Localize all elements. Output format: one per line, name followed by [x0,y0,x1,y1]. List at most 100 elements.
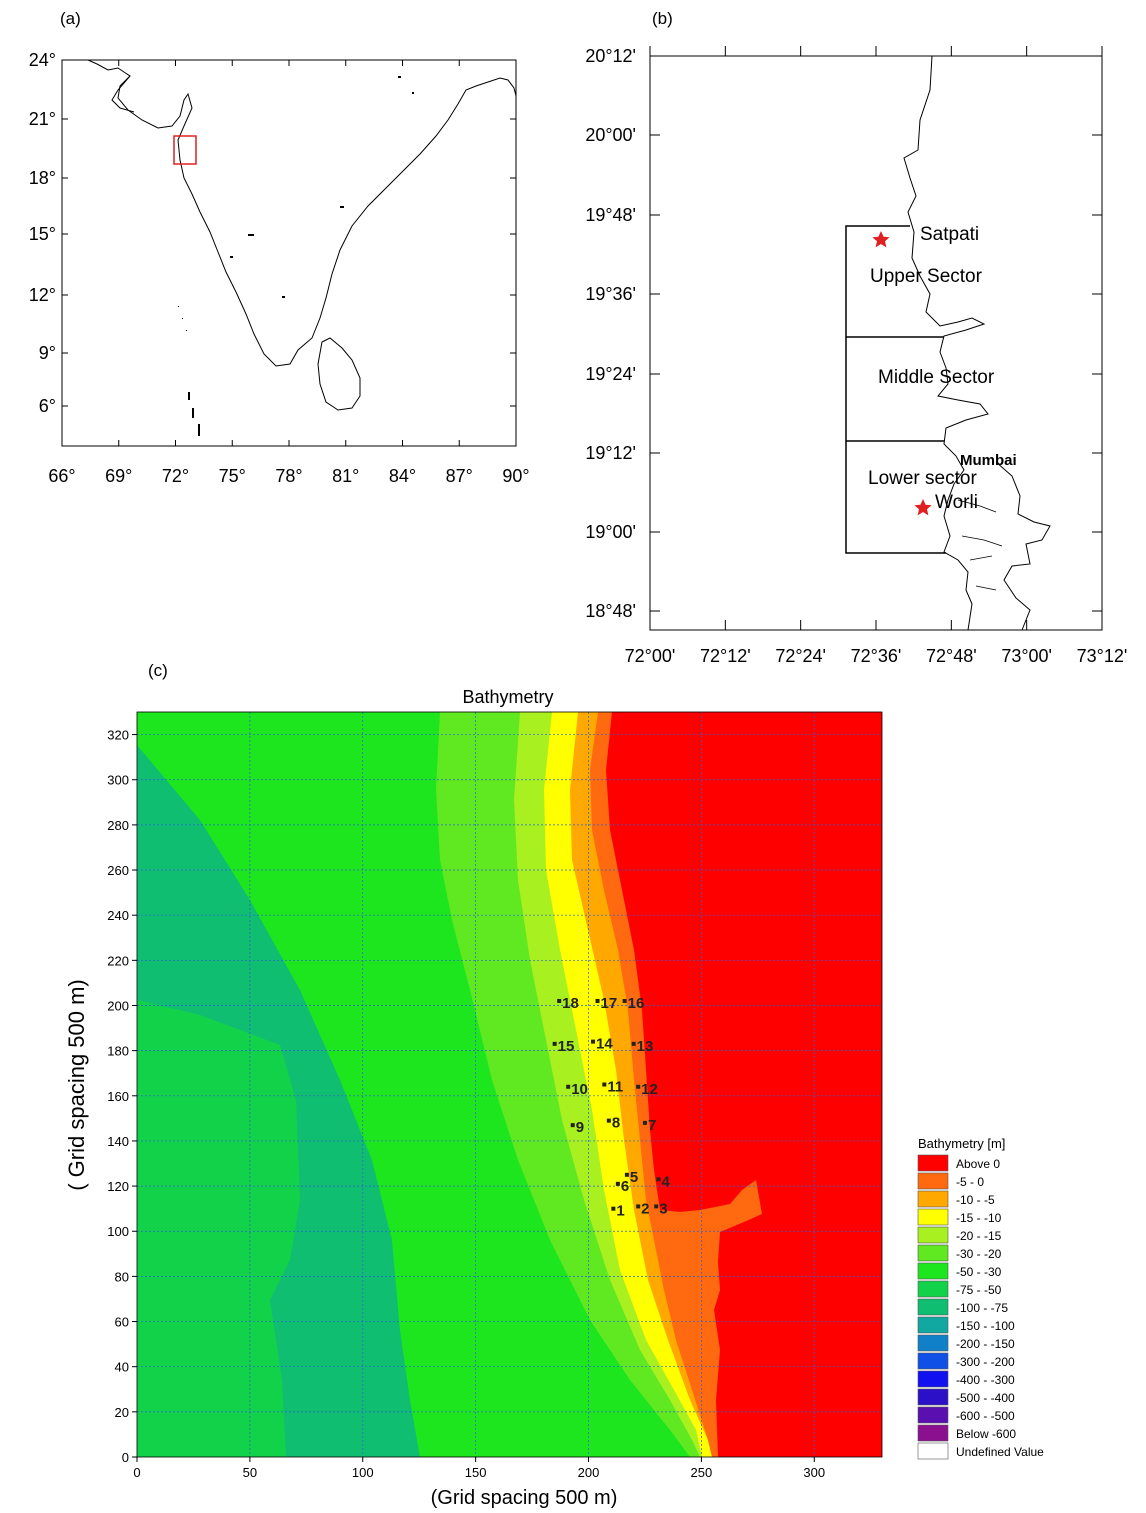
x-axis-label: (Grid spacing 500 m) [431,1487,618,1509]
a-lon-tick-label: 69° [105,466,132,486]
legend-swatch [917,1298,949,1316]
legend-swatch [917,1388,949,1406]
a-lat-tick-label: 6° [39,396,56,416]
station-marker [591,1039,596,1044]
legend-swatch [917,1370,949,1388]
b-lat-tick-label: 20°12' [585,46,636,66]
x-tick-label: 100 [352,1465,374,1480]
x-tick-label: 200 [578,1465,600,1480]
a-lon-tick-label: 87° [446,466,473,486]
b-lon-tick-label: 72°24' [775,646,826,666]
y-tick-label: 260 [107,863,129,878]
panel-b-ticks [649,46,1103,630]
legend-swatch [917,1280,949,1298]
y-tick-label: 220 [107,953,129,968]
konkan-coastline [903,55,989,631]
y-tick-label: 0 [122,1450,129,1465]
legend-entry-label: -100 - -75 [956,1301,1008,1315]
station-label: 9 [576,1119,584,1136]
panel-a: (a) 24° 21° 18° 15° 12° 9° 6° 66° 69° 72° 75° 78° 8… [29,9,530,486]
legend-entry-label: -30 - -20 [956,1247,1002,1261]
legend-entry-label: -50 - -30 [956,1265,1002,1279]
satpati-star-icon [872,231,890,248]
station-label: 15 [558,1038,575,1055]
legend-entry-label: -75 - -50 [956,1283,1002,1297]
mumbai-harbour [995,461,1051,631]
legend-swatch [917,1316,949,1334]
y-tick-label: 20 [115,1405,129,1420]
panel-c-label: (c) [148,661,168,680]
station-marker [611,1206,616,1211]
legend-entry-label: -5 - 0 [956,1175,984,1189]
station-label: 10 [571,1081,588,1098]
y-tick-label: 320 [107,728,129,743]
a-lat-tick-label: 15° [29,224,56,244]
legend-entries: Above 0 -5 - 0 -10 - -5 -15 - -10 -20 - -15 -… [917,1154,1044,1460]
a-lat-tick-label: 18° [29,168,56,188]
station-label: 17 [601,995,618,1012]
legend-swatch [917,1190,949,1208]
station-marker [566,1084,571,1089]
legend-entry-label: -300 - -200 [956,1355,1015,1369]
b-lat-tick-label: 19°12' [585,443,636,463]
legend-swatch [917,1406,949,1424]
legend-swatch [917,1226,949,1244]
legend-swatch [917,1244,949,1262]
plot-frame [136,711,883,1458]
panel-a-lat-labels: 24° 21° 18° 15° 12° 9° 6° [29,50,56,416]
station-label: 5 [630,1169,638,1186]
legend-title: Bathymetry [m] [918,1136,1005,1151]
legend-entry-label: -400 - -300 [956,1373,1015,1387]
b-lat-tick-label: 19°48' [585,205,636,225]
station-marker [636,1084,641,1089]
b-lat-tick-label: 20°00' [585,125,636,145]
y-tick-label: 160 [107,1089,129,1104]
a-lon-tick-label: 72° [162,466,189,486]
station-label: 6 [621,1178,629,1195]
y-tick-label: 300 [107,773,129,788]
panel-a-frame [61,59,517,447]
b-lat-tick-label: 18°48' [585,601,636,621]
legend-entry-label: -200 - -150 [956,1337,1015,1351]
x-tick-label: 300 [803,1465,825,1480]
station-marker [557,998,562,1003]
station-label: 14 [596,1036,613,1053]
a-lat-tick-label: 12° [29,285,56,305]
b-lon-tick-label: 73°00' [1001,646,1052,666]
a-lon-tick-label: 90° [502,466,529,486]
satpati-label: Satpati [920,224,979,245]
station-label: 8 [612,1115,620,1132]
y-axis-ticks: 0 20 40 60 80 100 120 140 160 180 200 220 240 260 280 3… [107,728,137,1465]
legend-swatch [917,1352,949,1370]
legend-swatch [917,1172,949,1190]
station-marker [602,1082,607,1087]
y-axis-label: ( Grid spacing 500 m) [64,979,89,1191]
legend-swatch [917,1334,949,1352]
station-marker [570,1123,575,1128]
panel-a-lon-labels: 66° 69° 72° 75° 78° 81° 84° 87° 90° [48,466,529,486]
mumbai-label: Mumbai [960,452,1017,469]
station-marker [624,1172,629,1177]
zone-100-75 [137,712,420,1457]
worli-star-icon [914,499,932,516]
legend-swatch [917,1424,949,1442]
station-marker [642,1120,647,1125]
lower-sector-label: Lower sector [868,468,977,489]
x-tick-label: 50 [243,1465,257,1480]
b-lat-tick-label: 19°36' [585,284,636,304]
legend-entry-label: -500 - -400 [956,1391,1015,1405]
y-tick-label: 80 [115,1269,129,1284]
y-tick-label: 240 [107,908,129,923]
b-lon-tick-label: 73°12' [1077,646,1128,666]
station-label: 11 [607,1079,623,1096]
worli-label: Worli [935,492,978,513]
x-tick-label: 0 [133,1465,140,1480]
upper-sector-label: Upper Sector [870,266,983,287]
panel-b-lat-labels: 20°12' 20°00' 19°48' 19°36' 19°24' 19°12' 19°0… [585,46,636,621]
legend-swatch [917,1442,949,1460]
a-lon-tick-label: 81° [332,466,359,486]
station-label: 2 [641,1200,649,1217]
